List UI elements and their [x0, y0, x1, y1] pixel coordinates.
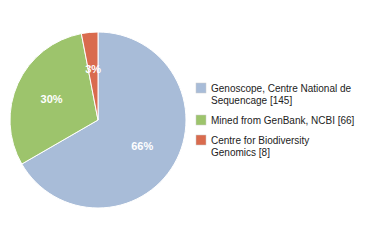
pie-slice	[81, 32, 98, 120]
legend: Genoscope, Centre National deSequencage …	[196, 83, 355, 158]
slice-label: 66%	[131, 140, 153, 152]
legend-item: Mined from GenBank, NCBI [66]	[196, 115, 355, 126]
legend-item: Centre for BiodiversityGenomics [8]	[196, 135, 309, 158]
slice-label: 30%	[41, 93, 63, 105]
chart-container: 66% 30% 3% Genoscope, Centre National deSeq…	[0, 0, 380, 240]
legend-label: Centre for BiodiversityGenomics [8]	[211, 135, 309, 158]
legend-label: Mined from GenBank, NCBI [66]	[211, 115, 355, 126]
chart: 66% 30% 3% Genoscope, Centre National deSeq…	[0, 0, 380, 240]
slices	[10, 32, 186, 208]
legend-item: Genoscope, Centre National deSequencage …	[196, 83, 352, 106]
slice-labels: 66% 30% 3%	[41, 63, 154, 151]
legend-label: Genoscope, Centre National deSequencage …	[211, 83, 352, 106]
legend-swatch	[196, 115, 206, 125]
slice-label: 3%	[85, 63, 101, 75]
legend-swatch	[196, 135, 206, 145]
legend-swatch	[196, 83, 206, 93]
